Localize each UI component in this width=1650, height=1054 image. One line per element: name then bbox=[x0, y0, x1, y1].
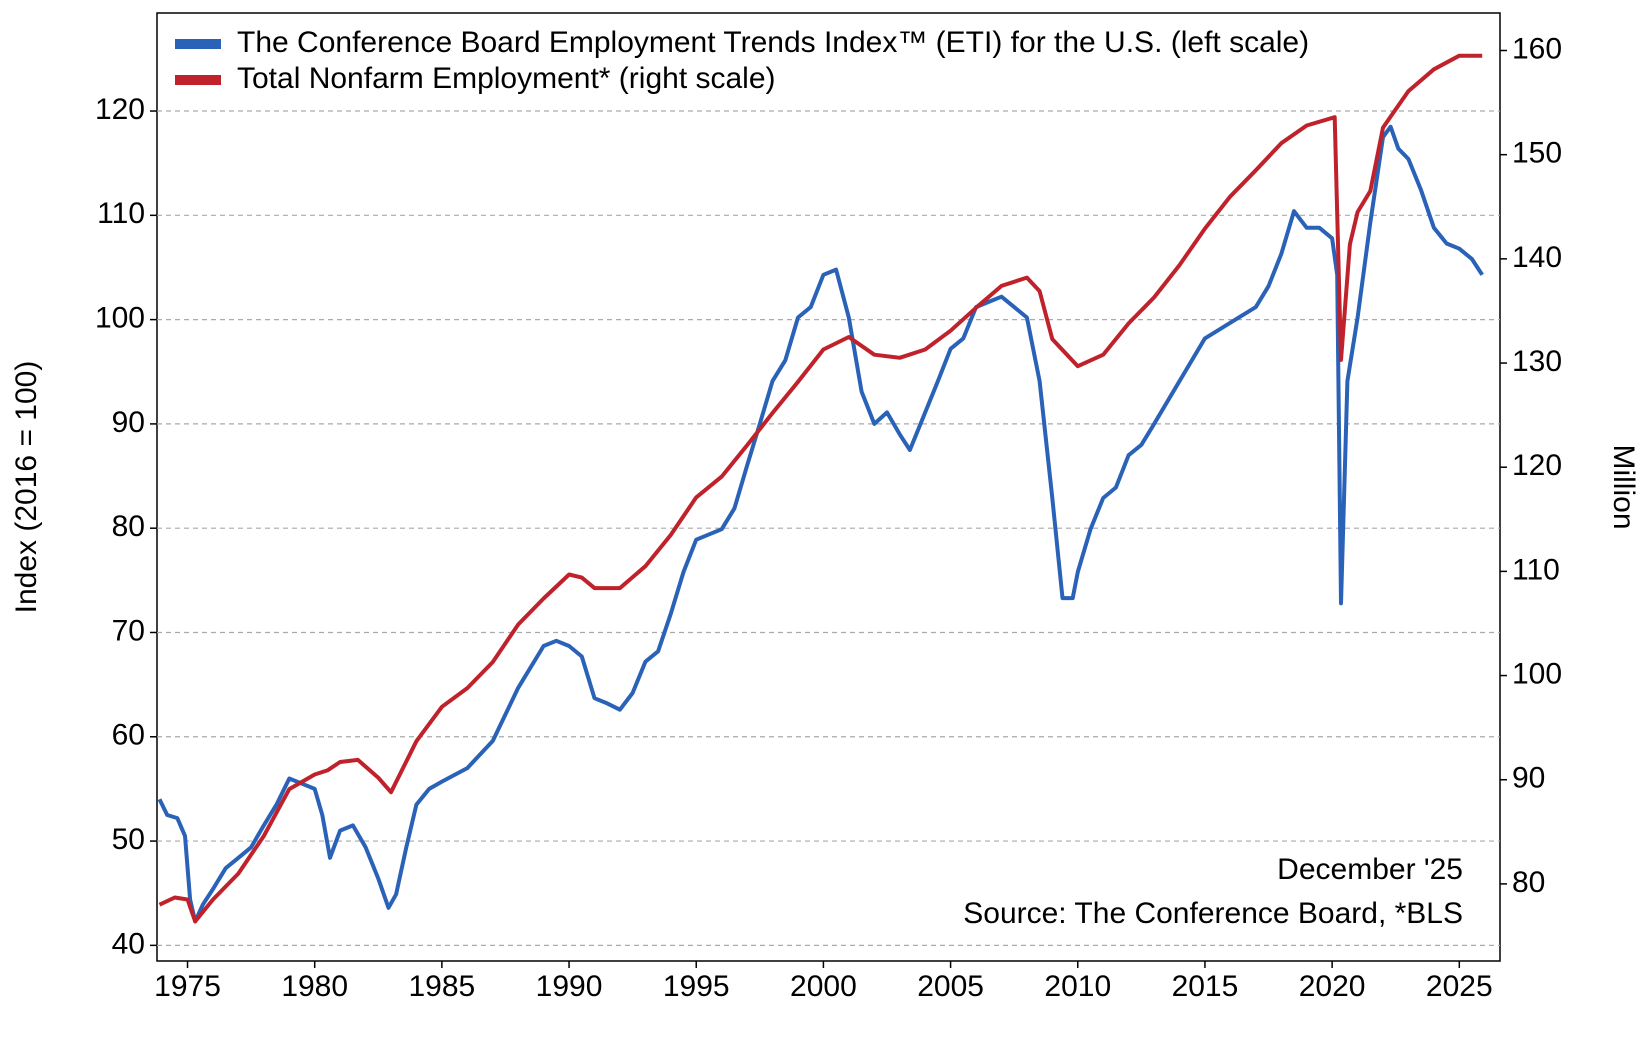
y2-tick-label: 140 bbox=[1512, 241, 1562, 274]
x-tick-label: 2005 bbox=[917, 970, 984, 1003]
y2-tick-label: 150 bbox=[1512, 137, 1562, 170]
y2-axis-label: Million bbox=[1607, 444, 1640, 529]
date-note: December '25 bbox=[1277, 853, 1463, 886]
y2-tick-label: 120 bbox=[1512, 449, 1562, 482]
y-tick-label: 70 bbox=[112, 614, 145, 647]
x-tick-label: 2025 bbox=[1426, 970, 1493, 1003]
y-tick-label: 90 bbox=[112, 406, 145, 439]
legend-swatch bbox=[175, 75, 221, 85]
series-line bbox=[158, 53, 1483, 924]
plot-frame bbox=[156, 12, 1501, 962]
y-tick-label: 60 bbox=[112, 719, 145, 752]
x-tick-label: 1980 bbox=[281, 970, 348, 1003]
source-note: Source: The Conference Board, *BLS bbox=[963, 897, 1463, 930]
x-tick-label: 2020 bbox=[1299, 970, 1366, 1003]
y-tick-label: 120 bbox=[95, 93, 145, 126]
x-tick-label: 2015 bbox=[1172, 970, 1239, 1003]
legend-label: The Conference Board Employment Trends I… bbox=[237, 26, 1309, 59]
legend-swatch bbox=[175, 39, 221, 49]
y2-tick-label: 160 bbox=[1512, 32, 1562, 65]
y2-tick-label: 90 bbox=[1512, 762, 1545, 795]
y-tick-label: 110 bbox=[97, 197, 145, 230]
y2-tick-label: 80 bbox=[1512, 866, 1545, 899]
x-tick-label: 2010 bbox=[1044, 970, 1111, 1003]
x-tick-label: 2000 bbox=[790, 970, 857, 1003]
legend-label: Total Nonfarm Employment* (right scale) bbox=[237, 62, 776, 95]
x-tick-label: 1990 bbox=[536, 970, 603, 1003]
y2-tick-label: 100 bbox=[1512, 657, 1562, 690]
x-tick-label: 1985 bbox=[409, 970, 476, 1003]
x-tick-label: 1975 bbox=[154, 970, 221, 1003]
series-line bbox=[157, 124, 1484, 924]
y2-tick-label: 130 bbox=[1512, 345, 1562, 378]
y-tick-label: 40 bbox=[112, 927, 145, 960]
y-tick-label: 50 bbox=[112, 823, 145, 856]
y-tick-label: 80 bbox=[112, 510, 145, 543]
y2-tick-label: 110 bbox=[1512, 553, 1560, 586]
y-tick-label: 100 bbox=[95, 302, 145, 335]
y-axis-label: Index (2016 = 100) bbox=[10, 361, 43, 614]
x-tick-label: 1995 bbox=[663, 970, 730, 1003]
